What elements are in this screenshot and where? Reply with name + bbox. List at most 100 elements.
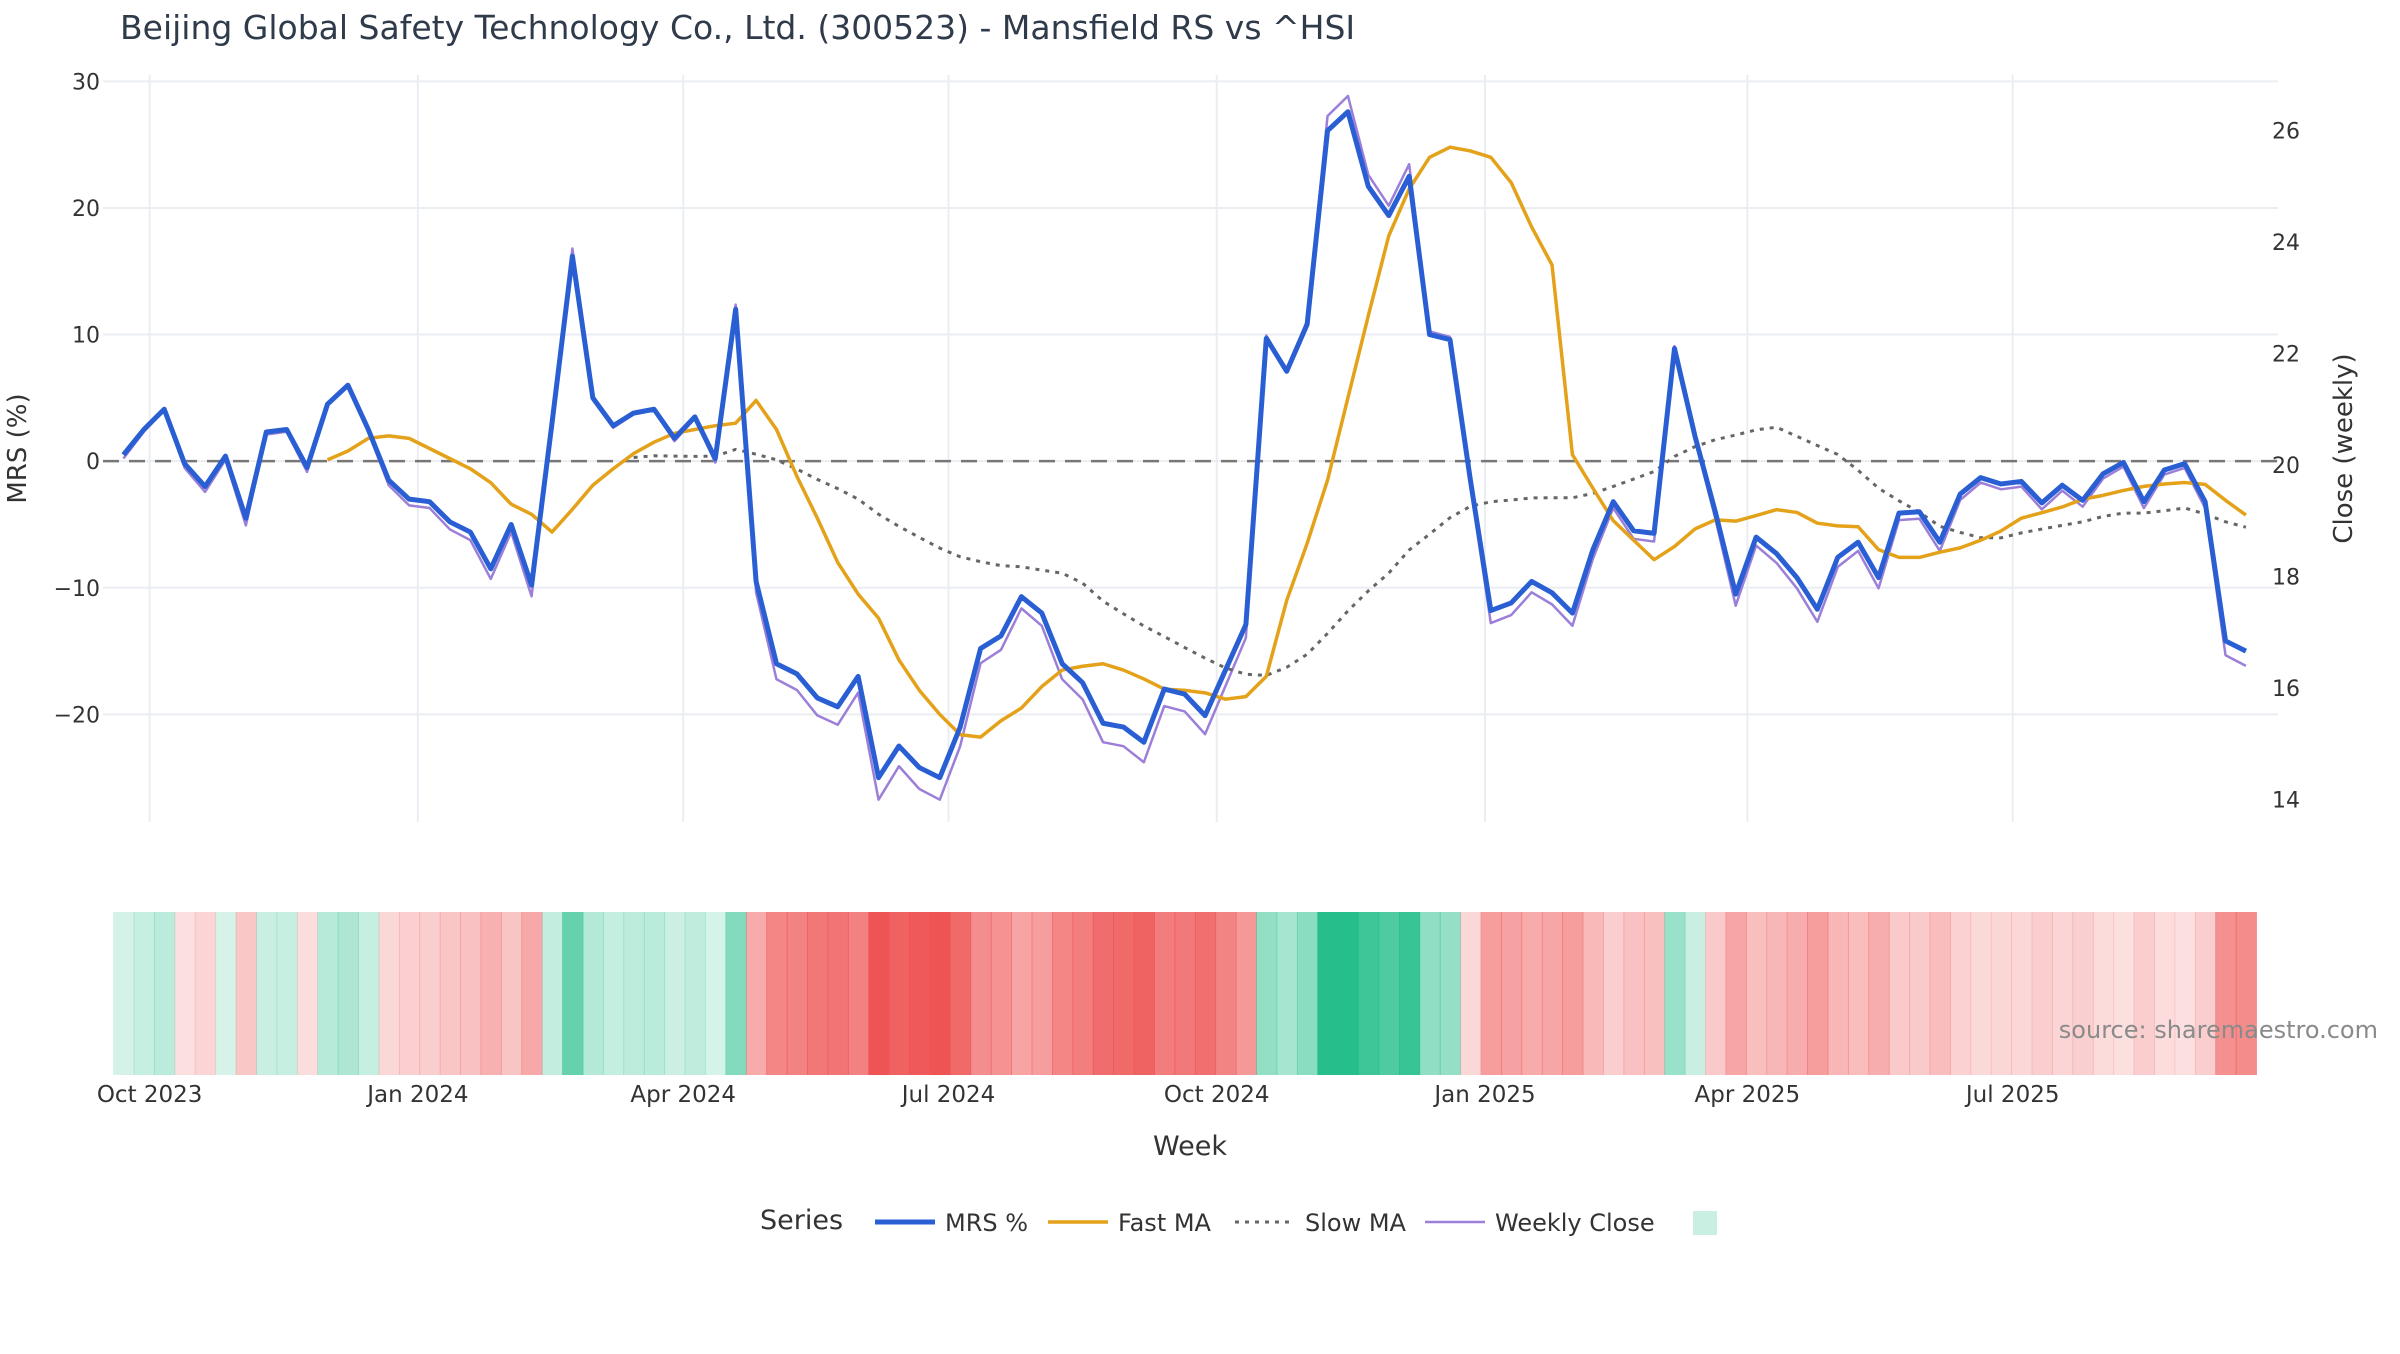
heat-cell [317, 912, 339, 1075]
heat-cell [705, 912, 727, 1075]
heat-cell [1419, 912, 1441, 1075]
heat-cell [1480, 912, 1502, 1075]
heat-cell [1970, 912, 1992, 1075]
heat-cell [460, 912, 482, 1075]
heat-cell [725, 912, 747, 1075]
heat-cell [766, 912, 788, 1075]
heat-cell [684, 912, 706, 1075]
heat-cell [909, 912, 931, 1075]
heat-cell [1358, 912, 1380, 1075]
heat-cell [1643, 912, 1666, 1075]
heat-cell [1868, 912, 1890, 1075]
heat-cell [1521, 912, 1543, 1075]
heat-cell [1031, 912, 1053, 1075]
heat-cell [256, 912, 278, 1075]
heat-cell [1929, 912, 1951, 1075]
heat-cell [1398, 912, 1421, 1075]
y-tick-label-right: 16 [2272, 677, 2300, 702]
y-tick-label-left: 10 [72, 324, 100, 349]
heat-cell [1092, 912, 1115, 1075]
heat-cell [2072, 912, 2094, 1075]
y-axis-title-left: MRS (%) [3, 393, 33, 503]
heat-cell [1501, 912, 1523, 1075]
heat-cell [1745, 912, 1768, 1075]
heat-cell [113, 912, 135, 1075]
y-tick-label-left: 30 [72, 70, 100, 95]
heat-cell [2174, 912, 2196, 1075]
x-tick-label: Jan 2025 [1432, 1082, 1535, 1108]
heat-cell [194, 912, 217, 1075]
heat-cell [786, 912, 808, 1075]
x-tick-label: Apr 2024 [630, 1082, 736, 1108]
heat-cell [1786, 912, 1808, 1075]
heat-cell [2011, 912, 2033, 1075]
heat-cell [888, 912, 910, 1075]
heat-cell [215, 912, 237, 1075]
heat-cell [1705, 912, 1727, 1075]
heat-cell [2052, 912, 2074, 1075]
heat-cell [745, 912, 768, 1075]
y-tick-label-right: 22 [2272, 343, 2300, 368]
x-tick-label: Jan 2024 [365, 1082, 468, 1108]
series-mrs-line [121, 109, 2248, 781]
heat-cell [1766, 912, 1788, 1075]
heat-cell [2092, 912, 2115, 1075]
heat-cell [133, 912, 155, 1075]
heat-cell [358, 912, 380, 1075]
legend-label: MRS % [945, 1209, 1028, 1237]
legend-label: Weekly Close [1495, 1209, 1655, 1237]
heat-cell [1725, 912, 1747, 1075]
y-axis-title-right: Close (weekly) [2329, 353, 2359, 543]
y-tick-label-left: 20 [72, 197, 100, 222]
y-tick-label-right: 14 [2272, 789, 2300, 814]
heat-cell [2194, 912, 2217, 1075]
heat-cell [2215, 912, 2237, 1075]
heat-cell [1174, 912, 1196, 1075]
heat-cell [1296, 912, 1319, 1075]
heat-cell [847, 912, 870, 1075]
heat-cell [1378, 912, 1400, 1075]
y-tick-label-right: 18 [2272, 566, 2300, 591]
y-tick-label-right: 26 [2272, 120, 2300, 145]
heat-cell [1276, 912, 1298, 1075]
x-tick-label: Apr 2025 [1695, 1082, 1801, 1108]
heat-cell [603, 912, 625, 1075]
heat-cell [1950, 912, 1972, 1075]
heat-cell [990, 912, 1012, 1075]
heat-cell [1154, 912, 1176, 1075]
heat-cell [521, 912, 543, 1075]
y-tick-label-right: 24 [2272, 231, 2300, 256]
heat-cell [1807, 912, 1829, 1075]
heat-cell [296, 912, 319, 1075]
heat-cell [541, 912, 563, 1075]
y-tick-label-left: −20 [54, 703, 100, 728]
heat-cell [1460, 912, 1482, 1075]
heat-cell [1623, 912, 1645, 1075]
heat-cell [1664, 912, 1686, 1075]
legend [875, 1211, 1717, 1235]
heat-strip [113, 912, 2257, 1075]
heat-cell [1541, 912, 1564, 1075]
heat-cell [2154, 912, 2176, 1075]
heat-cell [623, 912, 645, 1075]
y-tick-label-left: −10 [54, 577, 100, 602]
heat-cell [1011, 912, 1033, 1075]
heat-cell [1113, 912, 1135, 1075]
heat-cell [1582, 912, 1604, 1075]
heat-cell [562, 912, 584, 1075]
heat-cell [1603, 912, 1625, 1075]
heat-cell [154, 912, 176, 1075]
heat-cell [970, 912, 992, 1075]
legend-label: Fast MA [1118, 1209, 1212, 1237]
series-fast-ma-line [326, 145, 2247, 739]
source-note: source: sharemaestro.com [2059, 1016, 2378, 1044]
heat-cell [1439, 912, 1461, 1075]
heat-cell [439, 912, 461, 1075]
heat-cell [1256, 912, 1278, 1075]
legend-label: Slow MA [1305, 1209, 1407, 1237]
x-tick-label: Oct 2024 [1164, 1082, 1270, 1108]
heat-cell [949, 912, 972, 1075]
heat-cell [419, 912, 441, 1075]
